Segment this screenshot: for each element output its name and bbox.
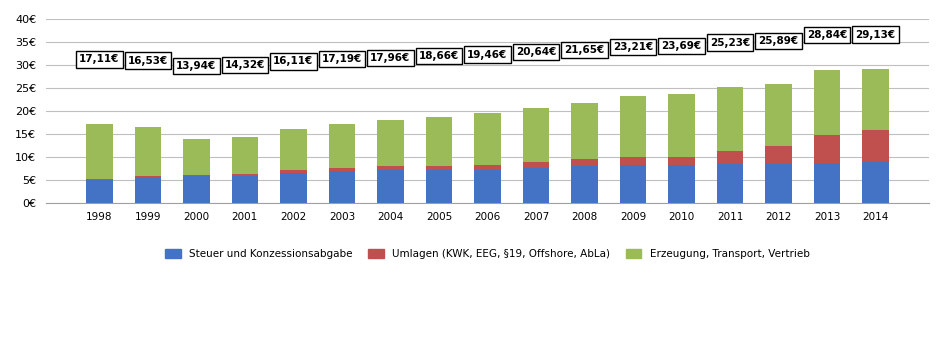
Bar [377,166,404,170]
Bar [862,69,889,130]
Bar [280,129,307,170]
Text: 17,11€: 17,11€ [79,55,120,64]
Text: 13,94€: 13,94€ [177,61,216,71]
Text: 16,11€: 16,11€ [273,57,313,66]
Bar [523,108,549,162]
Text: 14,32€: 14,32€ [225,60,265,70]
Bar [329,171,355,203]
Bar [280,170,307,173]
Bar [426,170,452,203]
Bar [571,103,598,160]
Bar [134,177,161,203]
Bar [86,179,112,180]
Text: 28,84€: 28,84€ [807,30,847,40]
Bar [716,151,743,164]
Bar [134,176,161,177]
Text: 18,66€: 18,66€ [419,51,459,61]
Bar [814,163,840,203]
Bar [716,87,743,151]
Bar [716,164,743,203]
Bar [619,157,647,165]
Legend: Steuer und Konzessionsabgabe, Umlagen (KWK, EEG, §19, Offshore, AbLa), Erzeugung: Steuer und Konzessionsabgabe, Umlagen (K… [161,245,814,264]
Text: 21,65€: 21,65€ [565,45,604,55]
Bar [571,160,598,166]
Bar [668,165,695,203]
Bar [474,165,500,169]
Bar [766,164,792,203]
Bar [377,120,404,166]
Text: 29,13€: 29,13€ [855,30,896,40]
Text: 20,64€: 20,64€ [515,47,556,57]
Bar [474,113,500,165]
Bar [766,84,792,146]
Bar [329,124,355,168]
Bar [814,70,840,135]
Bar [571,166,598,203]
Bar [134,127,161,176]
Text: 17,96€: 17,96€ [370,53,411,63]
Bar [426,166,452,170]
Text: 25,23€: 25,23€ [710,38,750,48]
Bar [862,162,889,203]
Bar [86,180,112,203]
Text: 17,19€: 17,19€ [322,54,362,64]
Bar [668,157,695,165]
Text: 19,46€: 19,46€ [467,49,508,60]
Text: 23,21€: 23,21€ [613,42,653,52]
Bar [862,130,889,162]
Bar [426,117,452,166]
Bar [86,124,112,179]
Bar [619,96,647,157]
Bar [377,170,404,203]
Bar [231,137,259,174]
Bar [619,165,647,203]
Bar [231,176,259,203]
Bar [329,168,355,171]
Bar [231,174,259,176]
Bar [183,138,210,175]
Bar [474,169,500,203]
Bar [766,146,792,164]
Text: 16,53€: 16,53€ [127,56,168,65]
Bar [523,168,549,203]
Bar [814,135,840,163]
Text: 23,69€: 23,69€ [662,41,701,51]
Bar [280,173,307,203]
Bar [668,94,695,157]
Bar [183,175,210,176]
Text: 25,89€: 25,89€ [758,36,799,46]
Bar [183,176,210,203]
Bar [523,162,549,168]
